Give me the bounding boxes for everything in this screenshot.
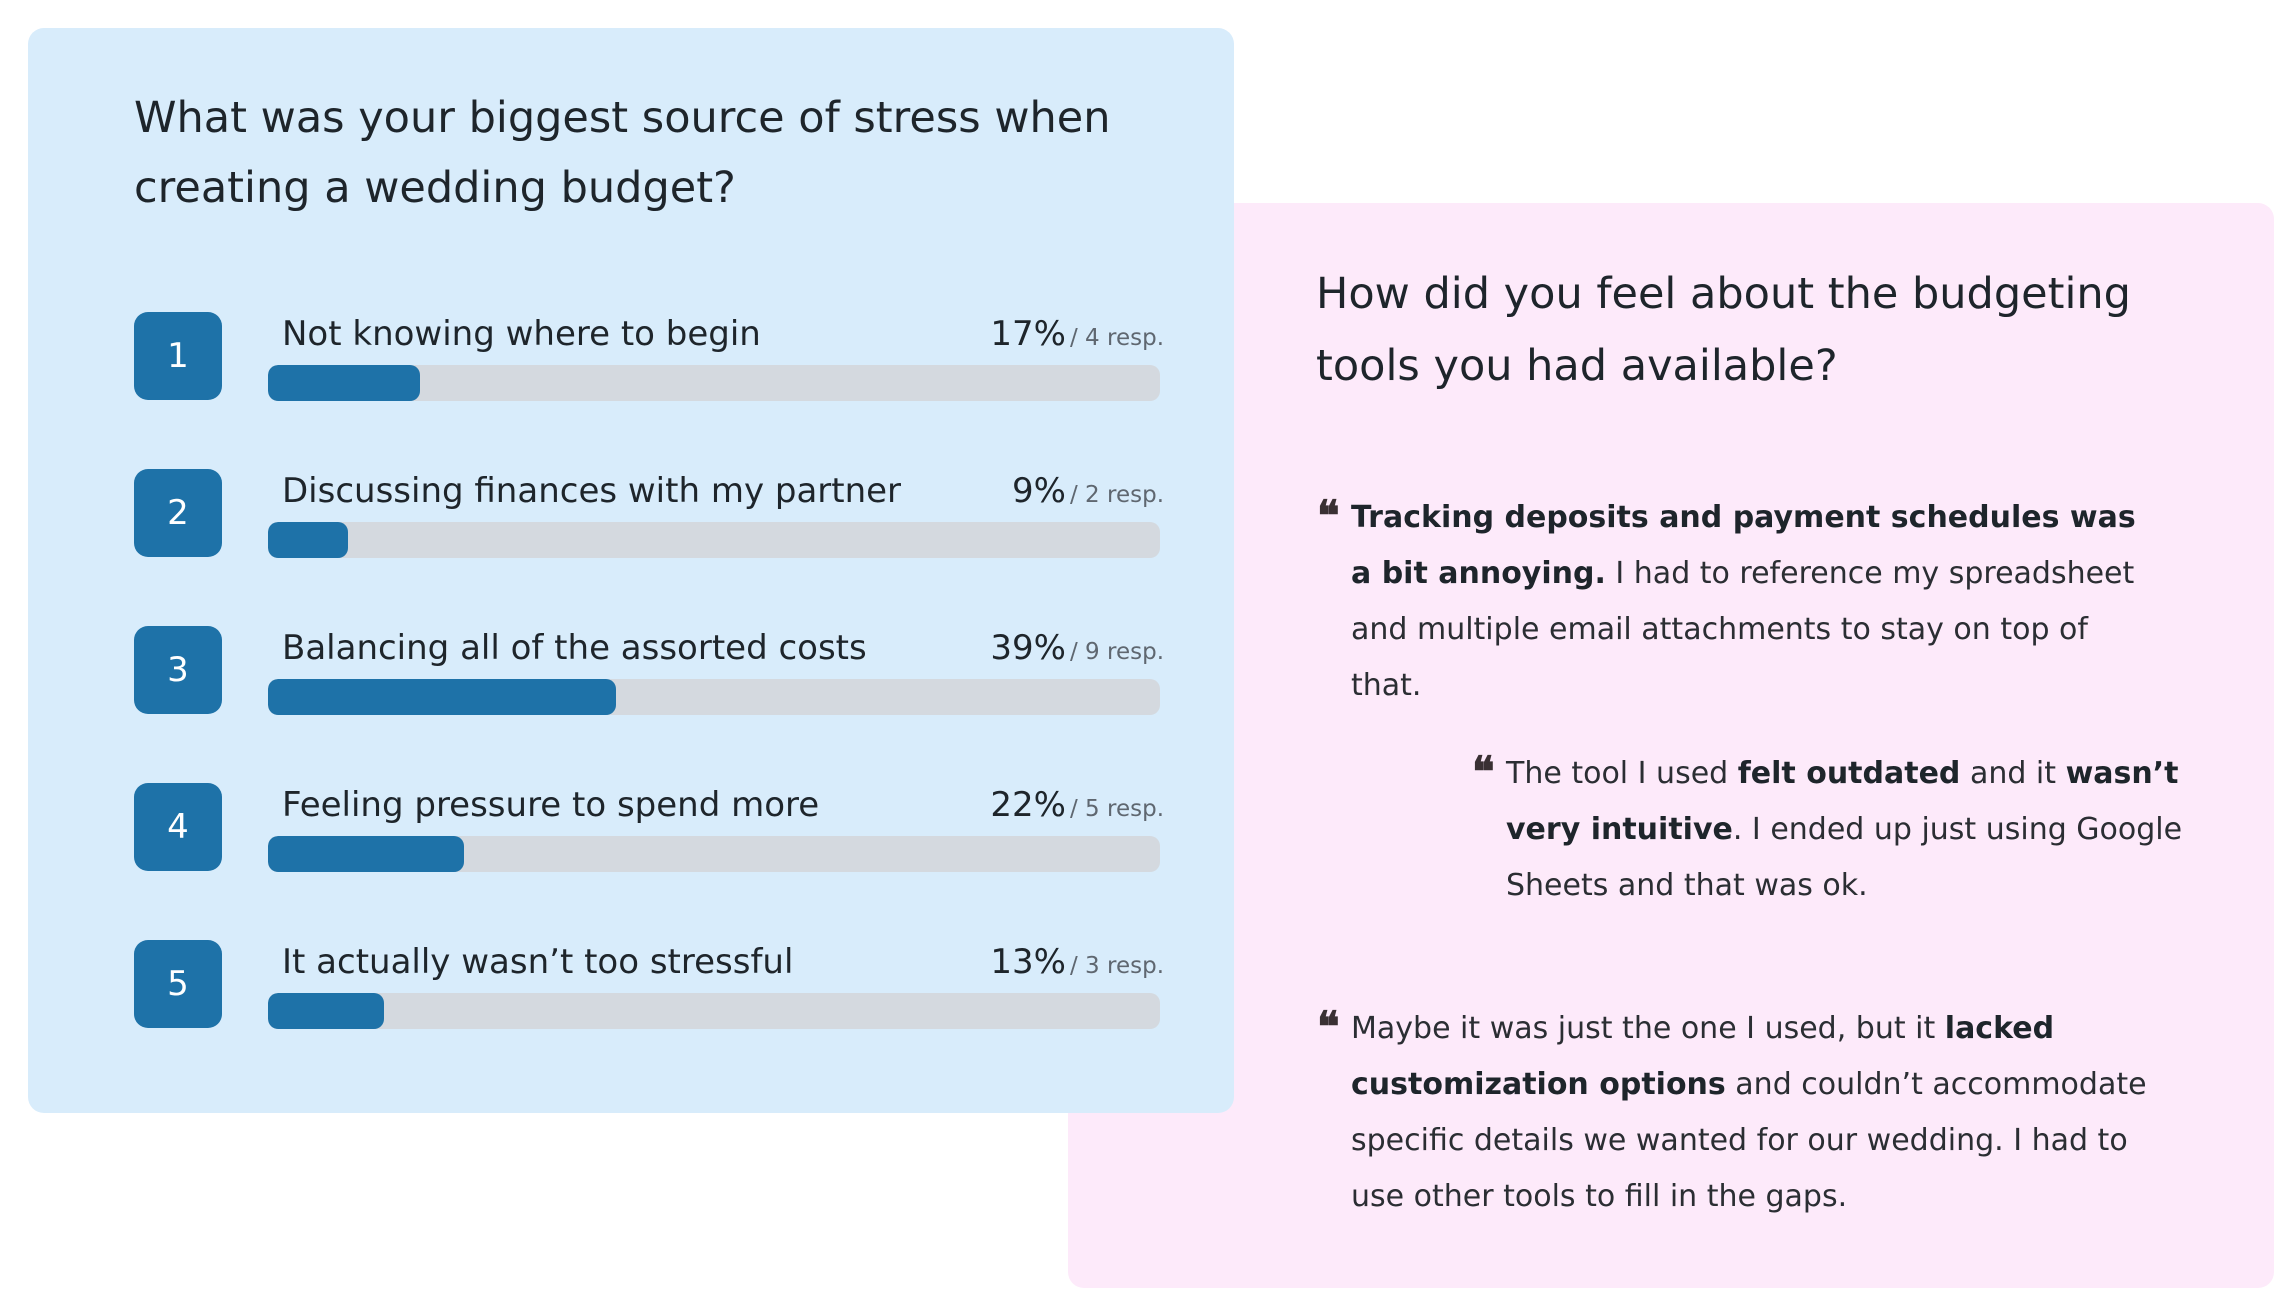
quote-3-part-3: and couldn’t accommodate specific detail… [1351, 1067, 2147, 1214]
progress-bar [268, 836, 464, 872]
survey-row: 5 It actually wasn’t too stressful 13%/ 3 … [134, 940, 1164, 1030]
progress-track [268, 522, 1160, 558]
rank-badge: 5 [134, 940, 222, 1028]
survey-row: 2 Discussing finances with my partner 9% / … [134, 469, 1164, 559]
quote-3-part-1: Maybe it was just the one I used, but it [1351, 1011, 1945, 1046]
quote-2-part-4: wasn’t very intuitive [1506, 756, 2179, 847]
quote-3-part-2: lacked customization options [1351, 1011, 2055, 1102]
response-count: / 4 resp. [1070, 325, 1164, 351]
rank-badge: 3 [134, 626, 222, 714]
progress-track [268, 679, 1160, 715]
survey-title: What was your biggest source of stress w… [134, 93, 1111, 213]
quotes-title: How did you feel about the budgeting too… [1316, 269, 2131, 391]
answer-label: Feeling pressure to spend more [282, 785, 820, 825]
quote-2-part-3: and it [1960, 756, 2066, 791]
quote-2: ❝ The tool I used felt outdated and it w… [1472, 746, 2206, 914]
quote-1-text: Tracking deposits and payment schedules … [1351, 500, 2136, 703]
quote-1-part-1: Tracking deposits and payment schedules … [1351, 500, 2136, 591]
quote-1: ❝ Tracking deposits and payment schedule… [1317, 490, 2151, 714]
progress-track [268, 836, 1160, 872]
progress-bar [268, 365, 420, 401]
quote-1-part-2: I had to reference my spreadsheet and mu… [1351, 556, 2135, 703]
progress-bar [268, 679, 616, 715]
response-count: / 3 resp. [1070, 953, 1164, 979]
quote-2-part-2: felt outdated [1737, 756, 1961, 791]
quote-mark-icon: ❝ [1317, 491, 1340, 540]
quote-2-text: The tool I used felt outdated and it was… [1506, 756, 2182, 903]
percent-label: 39% [990, 628, 1066, 668]
progress-bar [268, 522, 348, 558]
answer-stat: 9%/ 2 resp. [1012, 469, 1164, 519]
answer-label: Balancing all of the assorted costs [282, 628, 867, 668]
progress-track [268, 365, 1160, 401]
quote-3: ❝ Maybe it was just the one I used, but … [1317, 1001, 2151, 1225]
quote-mark-icon: ❝ [1317, 1002, 1340, 1051]
answer-stat: 13%/ 3 resp. [990, 940, 1164, 990]
survey-row: 3 Balancing all of the assorted costs 39% /… [134, 626, 1164, 716]
rank-badge: 2 [134, 469, 222, 557]
percent-label: 13% [990, 942, 1066, 982]
survey-row: 1 Not knowing where to begin 17%/ 4 resp. [134, 312, 1164, 402]
response-count: / 5 resp. [1070, 796, 1164, 822]
quote-2-part-1: The tool I used [1506, 756, 1738, 791]
answer-label: It actually wasn’t too stressful [282, 942, 794, 982]
answer-label: Discussing finances with my partner [282, 471, 902, 511]
rank-badge: 4 [134, 783, 222, 871]
survey-row: 4 Feeling pressure to spend more 22%/ 5 re… [134, 783, 1164, 873]
survey-card [28, 28, 1234, 1113]
answer-stat: 22%/ 5 resp. [990, 783, 1164, 833]
answer-label: Not knowing where to begin [282, 314, 761, 354]
quotes-card [1068, 203, 2274, 1288]
rank-badge: 1 [134, 312, 222, 400]
answer-stat: 17%/ 4 resp. [990, 312, 1164, 362]
response-count: / 2 resp. [1070, 482, 1164, 508]
percent-label: 9% [1012, 471, 1066, 511]
progress-bar [268, 993, 384, 1029]
progress-track [268, 993, 1160, 1029]
answer-stat: 39%/ 9 resp. [990, 626, 1164, 676]
quote-mark-icon: ❝ [1472, 747, 1495, 796]
percent-label: 17% [990, 314, 1066, 354]
percent-label: 22% [990, 785, 1066, 825]
quote-2-part-5: . I ended up just using Google Sheets an… [1506, 812, 2183, 903]
response-count: / 9 resp. [1070, 639, 1164, 665]
quote-3-text: Maybe it was just the one I used, but it… [1351, 1011, 2147, 1214]
